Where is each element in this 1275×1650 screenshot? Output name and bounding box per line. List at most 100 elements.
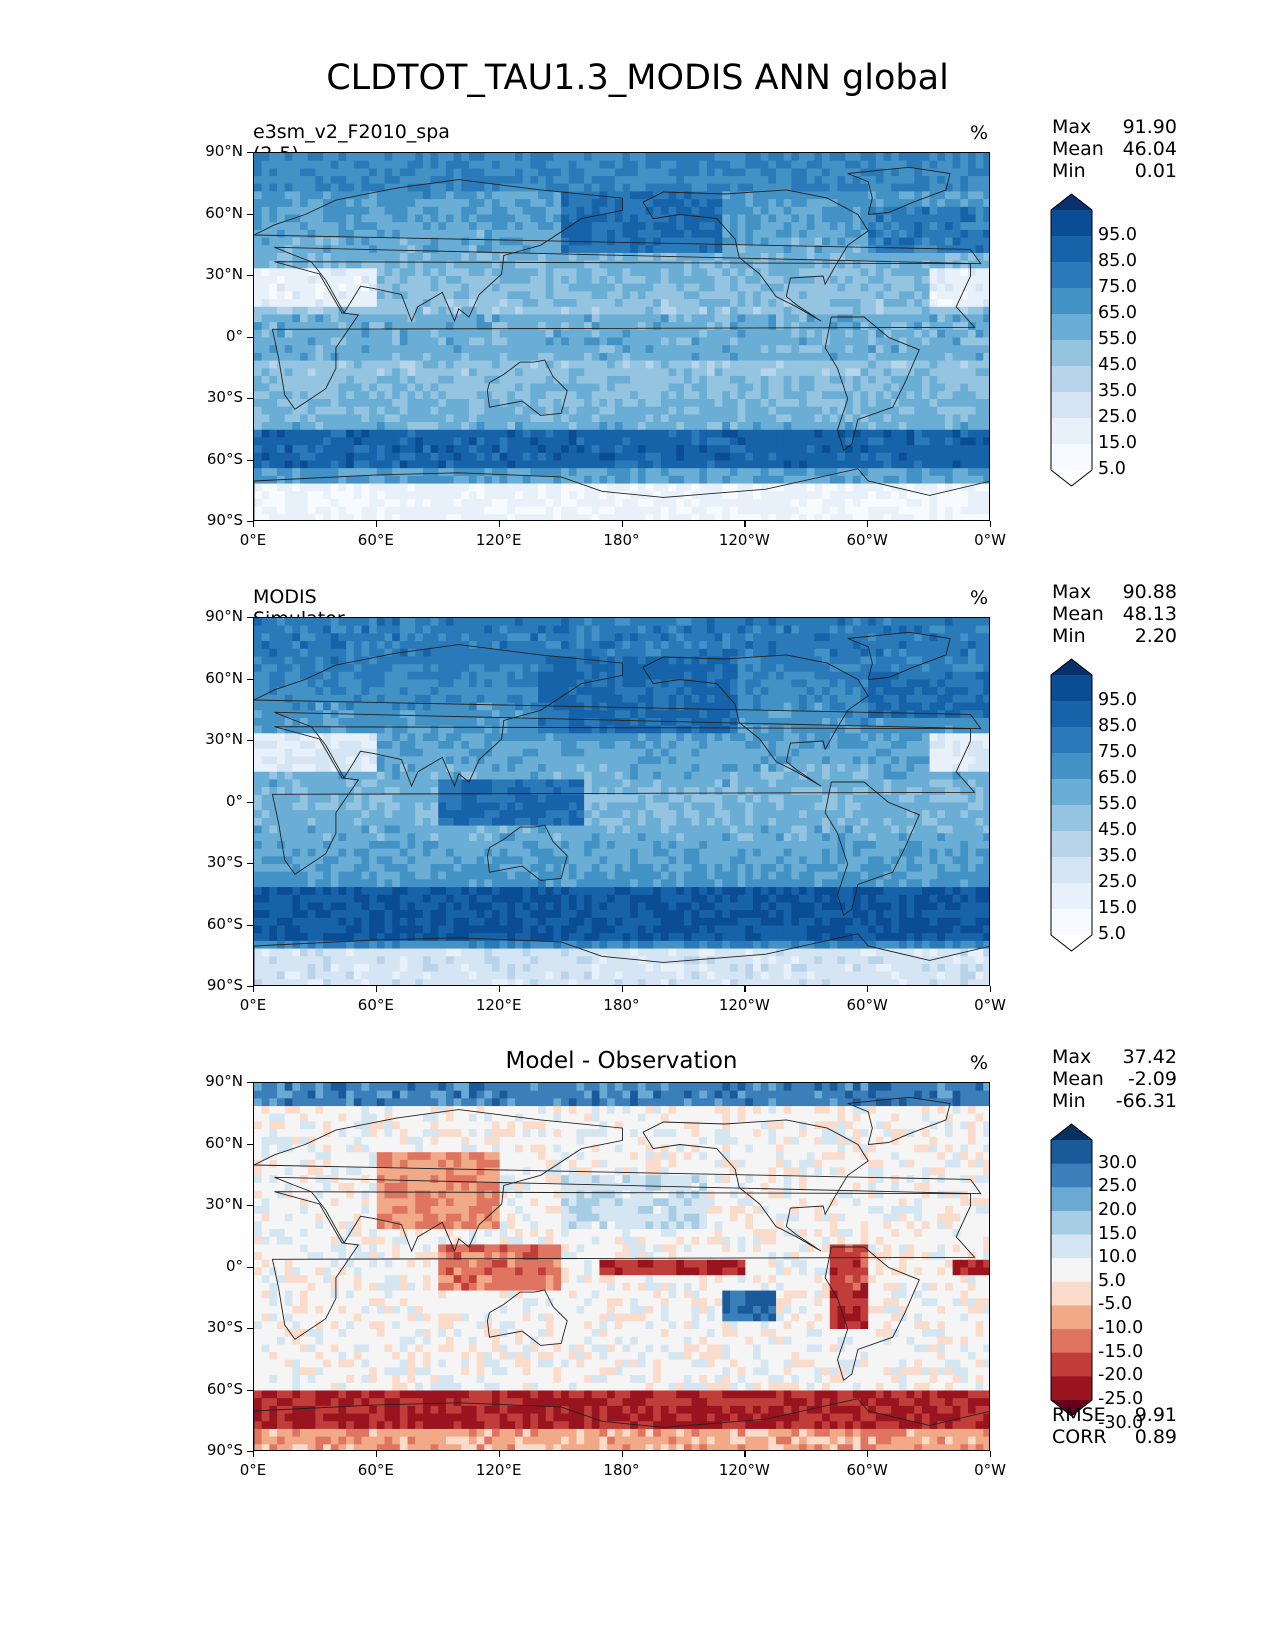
stat-value-mean: 48.13	[1122, 603, 1177, 625]
colorbar-extend-max	[1051, 1124, 1092, 1140]
map-plot-area	[253, 1082, 990, 1451]
y-tick-mark	[247, 459, 253, 461]
x-tick-mark	[867, 1451, 869, 1457]
x-tick-label: 60°E	[357, 1461, 394, 1479]
colorbar-tick-label: 55.0	[1098, 794, 1137, 814]
x-tick-label: 60°E	[357, 531, 394, 549]
x-tick-label: 120°E	[475, 996, 522, 1014]
stat-value-min: -66.31	[1115, 1090, 1177, 1112]
colorbar-segment	[1051, 779, 1092, 806]
coastline-0	[271, 261, 976, 410]
y-tick-label: 90°N	[205, 1072, 243, 1090]
stat-value-mean: 46.04	[1122, 138, 1177, 160]
colorbar-extend-max	[1051, 194, 1092, 210]
colorbar-segment	[1051, 675, 1092, 702]
x-tick-label: 180°	[603, 531, 640, 549]
colorbar-tick-label: 85.0	[1098, 716, 1137, 736]
colorbar-extend-max	[1051, 659, 1092, 675]
coastline-2	[642, 654, 869, 787]
coastline-2	[642, 189, 869, 322]
colorbar-segment	[1051, 1210, 1092, 1236]
y-tick-mark	[247, 336, 253, 338]
x-tick-mark	[253, 986, 255, 992]
coastline-4	[486, 359, 568, 416]
y-tick-label: 90°N	[205, 142, 243, 160]
colorbar-tick-label: 45.0	[1098, 820, 1137, 840]
y-tick-label: 60°N	[205, 1133, 243, 1152]
panel-units: %	[970, 1052, 989, 1074]
coastline-5	[847, 1096, 951, 1145]
colorbar-segment	[1051, 314, 1092, 341]
stat-label-mean: Mean	[1052, 138, 1104, 160]
colorbar-segment	[1051, 727, 1092, 754]
x-tick-mark	[253, 521, 255, 527]
y-tick-label: 90°S	[206, 976, 243, 994]
y-tick-mark	[247, 1266, 253, 1268]
colorbar-tick-label: 85.0	[1098, 251, 1137, 271]
colorbar-outline	[1050, 193, 1093, 487]
y-tick-label: 90°S	[206, 1441, 243, 1459]
colorbar-tick-label: 5.0	[1098, 924, 1126, 944]
x-tick-mark	[375, 986, 378, 992]
coastline-4	[486, 824, 568, 881]
stat-label-min: Min	[1052, 625, 1086, 647]
y-tick-label: 60°S	[206, 1379, 243, 1398]
map-svg	[254, 1083, 989, 1450]
y-tick-mark	[247, 986, 253, 988]
colorbar-tick-label: 20.0	[1098, 1199, 1137, 1220]
y-tick-mark	[247, 275, 253, 277]
colorbar-tick-label: 45.0	[1098, 355, 1137, 375]
x-tick-mark	[990, 1451, 992, 1457]
colorbar-segment	[1051, 753, 1092, 780]
stat-label-min: Min	[1052, 1090, 1086, 1112]
x-tick-mark	[498, 521, 500, 527]
x-tick-mark	[744, 521, 746, 527]
colorbar-tick-label: 65.0	[1098, 303, 1137, 323]
x-tick-label: 0°W	[974, 531, 1006, 549]
y-tick-mark	[247, 1389, 253, 1391]
y-tick-label: 30°S	[206, 1318, 243, 1336]
y-tick-mark	[247, 1082, 253, 1084]
map-svg	[254, 153, 989, 520]
coastline-0	[271, 1191, 976, 1340]
colorbar-segment	[1051, 805, 1092, 832]
field-cells	[254, 618, 989, 985]
x-tick-mark	[990, 521, 992, 527]
colorbar-segment	[1051, 1140, 1092, 1165]
colorbar-segment	[1051, 288, 1092, 315]
x-tick-label: 0°E	[239, 531, 267, 549]
colorbar-tick-label: 15.0	[1098, 898, 1137, 918]
colorbar-tick-label: 75.0	[1098, 277, 1137, 297]
coastlines	[254, 631, 989, 985]
y-tick-label: 0°	[225, 1256, 243, 1275]
coastline-1	[254, 179, 982, 323]
colorbar-tick-label: 30.0	[1098, 1152, 1137, 1173]
colorbar-segment	[1051, 392, 1092, 419]
y-tick-label: 90°N	[205, 607, 243, 625]
y-tick-label: 90°S	[206, 511, 243, 529]
map-plot-area	[253, 617, 990, 986]
x-tick-mark	[375, 1451, 378, 1457]
colorbar-tick-label: -20.0	[1098, 1365, 1144, 1386]
stat-value-corr: 0.89	[1134, 1426, 1177, 1448]
y-tick-mark	[247, 678, 253, 680]
colorbar-segment	[1051, 909, 1092, 936]
field-cells	[254, 1083, 989, 1450]
x-tick-label: 120°W	[718, 531, 770, 549]
stat-value-max: 37.42	[1122, 1046, 1177, 1068]
colorbar-segment	[1051, 366, 1092, 393]
y-tick-mark	[247, 1451, 253, 1453]
stat-label-rmse: RMSE	[1052, 1404, 1106, 1426]
colorbar-tick-label: 15.0	[1098, 433, 1137, 453]
colorbar-segment	[1051, 210, 1092, 237]
coastline-1	[254, 644, 982, 788]
x-tick-label: 180°	[603, 1461, 640, 1479]
colorbar-segment	[1051, 1187, 1092, 1212]
coastlines	[254, 1096, 989, 1450]
y-tick-label: 30°S	[206, 388, 243, 406]
coastline-3	[824, 316, 920, 452]
colorbar-segment	[1051, 1305, 1092, 1330]
x-tick-label: 60°W	[846, 1461, 888, 1479]
colorbar-tick-label: 25.0	[1098, 407, 1137, 427]
colorbar-tick-label: 25.0	[1098, 872, 1137, 892]
